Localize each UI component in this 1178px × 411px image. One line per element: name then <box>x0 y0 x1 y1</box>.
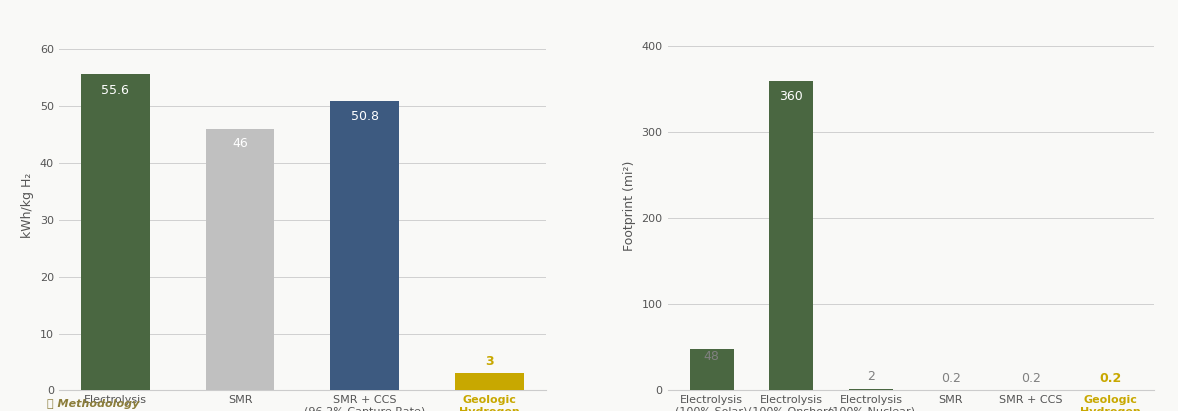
Bar <box>206 129 274 390</box>
Text: 55.6: 55.6 <box>101 83 130 97</box>
Bar <box>849 389 893 390</box>
Text: 2: 2 <box>867 370 875 383</box>
Bar <box>455 373 524 390</box>
Text: 48: 48 <box>703 351 720 363</box>
Bar <box>330 102 399 390</box>
Text: 0.2: 0.2 <box>1020 372 1040 385</box>
Text: ⓘ Methodology: ⓘ Methodology <box>47 399 139 409</box>
Bar <box>689 349 734 390</box>
Bar <box>769 81 813 390</box>
Text: 50.8: 50.8 <box>351 110 378 123</box>
Text: 0.2: 0.2 <box>1099 372 1121 385</box>
Y-axis label: kWh/kg H₂: kWh/kg H₂ <box>21 173 34 238</box>
Text: Where even a high-volume hydrogen production site is
almost unnoticeable.: Where even a high-volume hydrogen produc… <box>721 0 1101 2</box>
Text: 360: 360 <box>780 90 803 103</box>
Text: 3: 3 <box>485 355 494 368</box>
Y-axis label: Footprint (mi²): Footprint (mi²) <box>623 160 636 251</box>
Text: 46: 46 <box>232 136 247 150</box>
Bar <box>81 74 150 390</box>
Text: 0.2: 0.2 <box>941 372 961 385</box>
